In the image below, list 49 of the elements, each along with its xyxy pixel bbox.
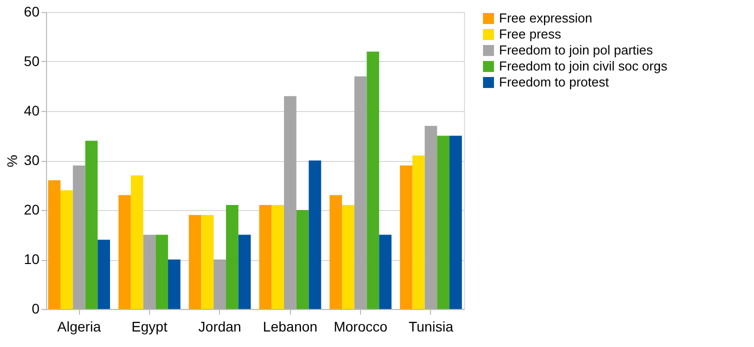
legend-label: Free expression [499,10,592,26]
bar [130,175,144,309]
y-tick-label: 0 [32,300,40,316]
y-tick-label: 20 [24,202,40,218]
bar [201,214,214,309]
bar [450,136,462,309]
y-tick-label: 60 [24,4,40,20]
y-tick-label: 50 [24,53,40,69]
y-tick-label: 10 [24,251,40,267]
bar [156,234,168,309]
bar [118,195,131,309]
bar [72,165,86,309]
x-tick-label: Morocco [334,318,388,334]
x-tick-label: Tunisia [408,318,454,334]
bar [214,260,226,309]
bar [226,205,238,309]
bar [98,240,110,309]
x-tick-label: Algeria [57,318,102,334]
legend-label: Free press [499,26,562,42]
bar [400,165,412,309]
bar [354,76,367,309]
bar [296,210,309,309]
bar [60,190,73,309]
bar [188,214,202,309]
bar [85,140,98,309]
bar [259,205,272,309]
y-axis-title: % [4,154,20,168]
x-tick-label: Jordan [198,318,242,334]
bar [48,180,60,309]
bar [330,195,342,309]
bar [308,160,322,309]
bar [379,234,392,309]
x-tick-label: Lebanon [262,318,318,334]
y-tick-label: 30 [24,152,40,168]
bar [424,126,438,309]
bar [238,234,251,309]
bar [168,260,180,309]
x-tick-label: Egypt [132,318,168,334]
bar [366,52,380,309]
legend-label: Freedom to join civil soc orgs [499,58,668,74]
bar [272,205,284,309]
y-tick-label: 40 [24,102,40,118]
bar [284,96,296,309]
legend-label: Freedom to join pol parties [499,42,654,58]
bar [437,136,450,309]
bar [143,234,156,309]
bar [342,205,354,309]
bar [412,156,425,309]
legend-label: Freedom to protest [499,74,610,90]
